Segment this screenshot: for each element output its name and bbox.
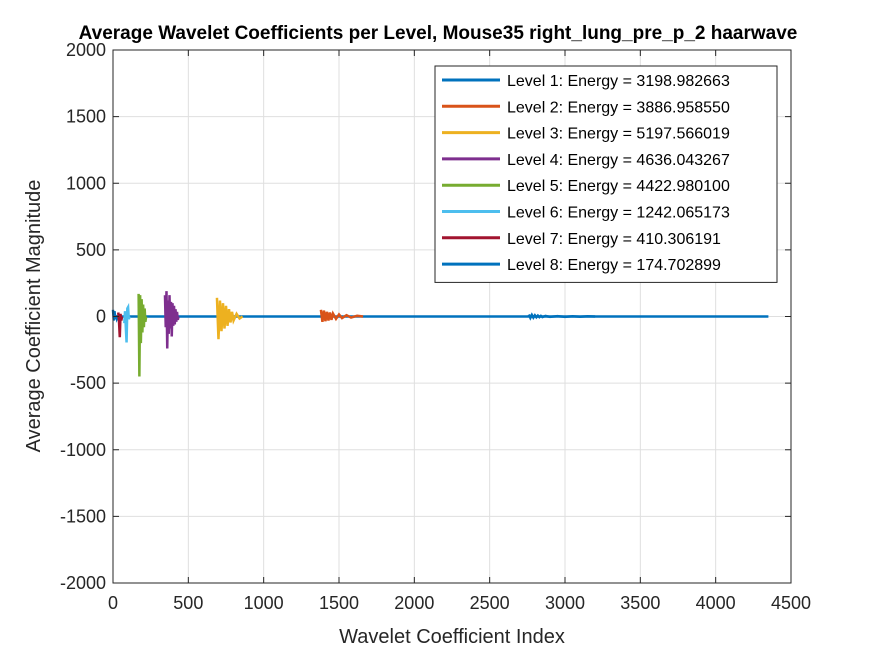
y-tick-label: -2000 [60,573,106,593]
legend-entry: Level 6: Energy = 1242.065173 [507,205,730,222]
x-tick-label: 3000 [545,593,585,613]
ticks: 0 500 1000 1500 2000 2500 3000 3500 4000 4500 -200… [60,40,811,613]
y-tick-label: -500 [70,373,106,393]
y-tick-label: 2000 [66,40,106,60]
series-line-level-2 [319,309,364,322]
legend-entry: Level 5: Energy = 4422.980100 [507,178,730,195]
series-line-level-3 [215,297,244,340]
legend-entry: Level 1: Energy = 3198.982663 [507,73,730,90]
y-tick-label: 1000 [66,173,106,193]
legend-entry: Level 8: Energy = 174.702899 [507,257,721,274]
legend-entry: Level 2: Energy = 3886.958550 [507,99,730,116]
y-tick-label: -1000 [60,440,106,460]
x-tick-label: 3500 [620,593,660,613]
series-line-level-7 [117,312,124,338]
x-tick-label: 1000 [244,593,284,613]
x-tick-label: 2000 [394,593,434,613]
chart-title: Average Wavelet Coefficients per Level, … [79,23,798,44]
legend-entry: Level 7: Energy = 410.306191 [507,231,721,248]
legend-entry: Level 4: Energy = 4636.043267 [507,152,730,169]
x-tick-label: 4500 [771,593,811,613]
y-tick-label: 0 [96,307,106,327]
y-tick-label: 500 [76,240,106,260]
legend-entry: Level 3: Energy = 5197.566019 [507,126,730,143]
y-tick-label: -1500 [60,506,106,526]
x-tick-label: 1500 [319,593,359,613]
x-tick-label: 500 [173,593,203,613]
x-axis-label: Wavelet Coefficient Index [339,626,565,648]
y-axis-label: Average Coefficient Magnitude [23,180,45,453]
series-line-level-4 [163,291,180,349]
x-tick-label: 2500 [470,593,510,613]
x-tick-label: 0 [108,593,118,613]
series-line-level-1 [527,312,596,321]
series-line-level-6 [123,302,131,343]
x-tick-label: 4000 [696,593,736,613]
series-line-level-5 [137,293,148,377]
legend-box [434,65,778,283]
y-tick-label: 1500 [66,107,106,127]
legend: Level 1: Energy = 3198.982663 Level 2: En… [434,65,778,283]
